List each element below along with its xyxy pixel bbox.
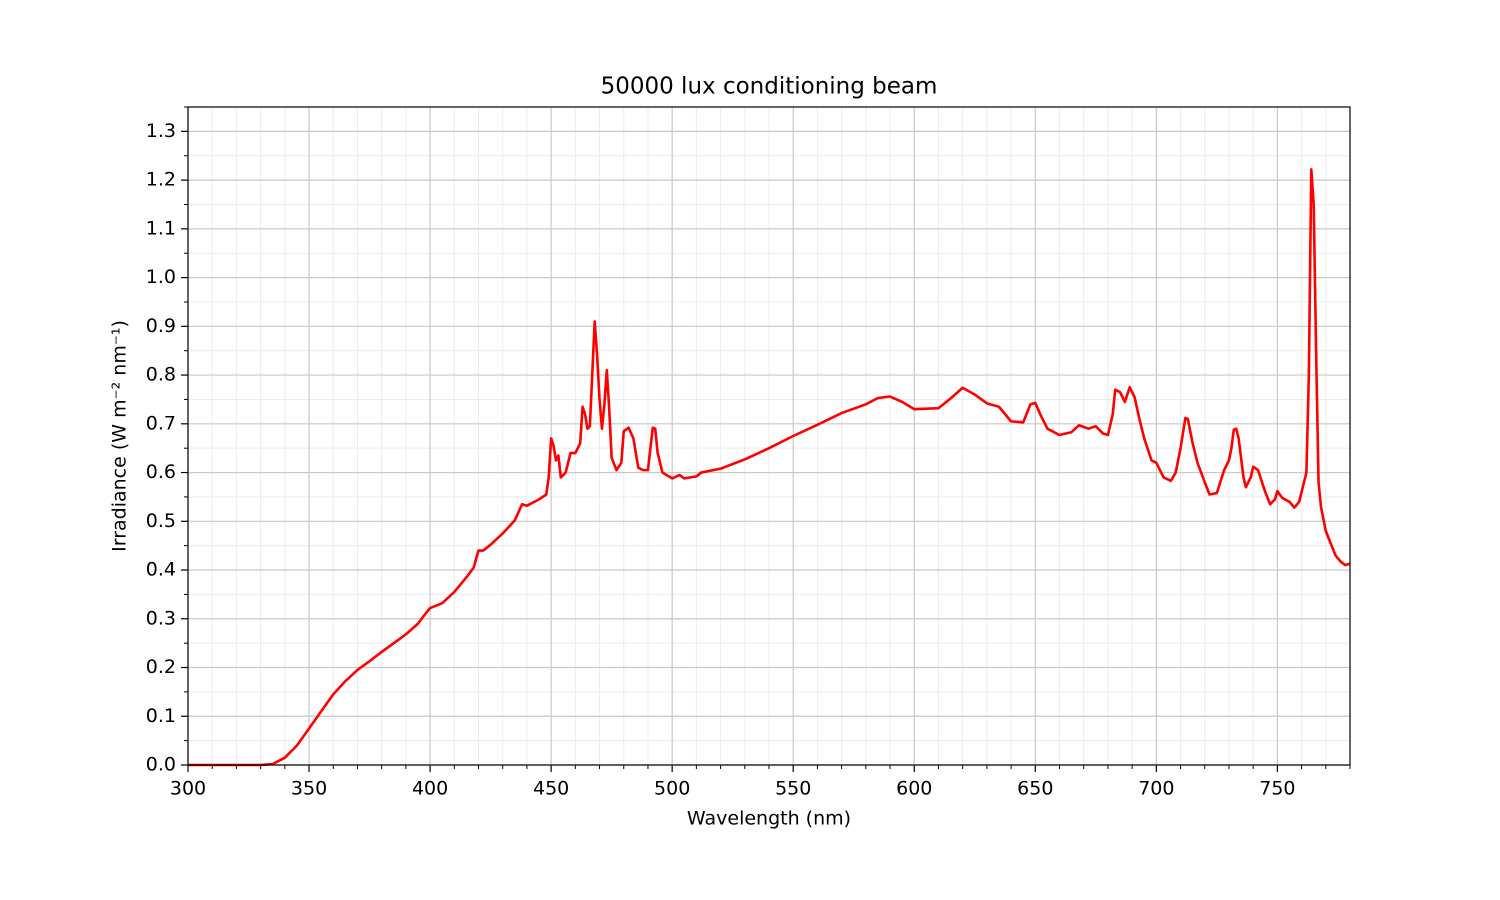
- y-axis-label: Irradiance (W m⁻² nm⁻¹): [109, 320, 131, 552]
- y-tick-label: 1.1: [146, 217, 176, 239]
- data-line: [188, 168, 1351, 767]
- x-tick-label: 350: [291, 778, 327, 800]
- y-tick-label: 0.3: [146, 607, 176, 629]
- x-tick-label: 300: [170, 778, 206, 800]
- x-tick-label: 500: [654, 778, 690, 800]
- y-tick-label: 0.6: [146, 461, 176, 483]
- x-axis-label: Wavelength (nm): [687, 808, 851, 830]
- y-tick-label: 0.0: [146, 754, 176, 776]
- x-tick-label: 450: [533, 778, 569, 800]
- y-tick-label: 1.0: [146, 266, 176, 288]
- y-tick-label: 1.3: [146, 120, 176, 142]
- y-tick-label: 0.4: [146, 559, 176, 581]
- x-tick-label: 600: [896, 778, 932, 800]
- y-tick-label: 0.9: [146, 315, 176, 337]
- y-tick-label: 0.2: [146, 656, 176, 678]
- x-tick-label: 650: [1017, 778, 1053, 800]
- x-tick-label: 550: [775, 778, 811, 800]
- y-tick-label: 0.5: [146, 510, 176, 532]
- x-tick-label: 400: [412, 778, 448, 800]
- x-tick-label: 700: [1138, 778, 1174, 800]
- y-tick-label: 0.7: [146, 412, 176, 434]
- chart-title: 50000 lux conditioning beam: [601, 74, 938, 100]
- x-tick-label: 750: [1259, 778, 1295, 800]
- plot-frame: [187, 106, 1351, 766]
- y-tick-label: 0.8: [146, 364, 176, 386]
- y-tick-label: 1.2: [146, 169, 176, 191]
- y-tick-label: 0.1: [146, 705, 176, 727]
